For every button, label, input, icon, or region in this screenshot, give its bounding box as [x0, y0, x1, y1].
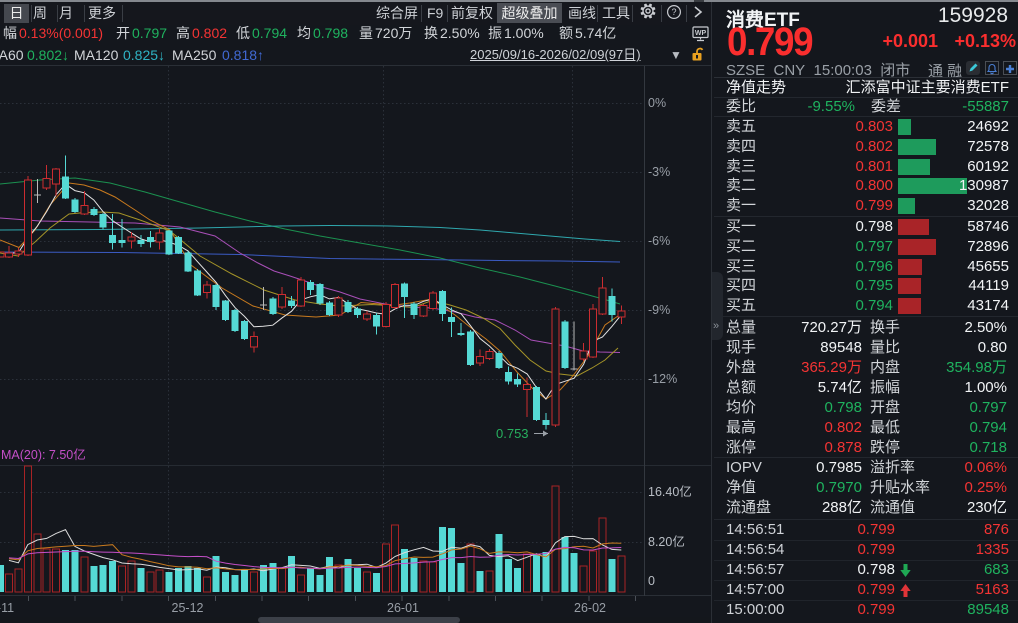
- svg-text:-6%: -6%: [648, 234, 670, 248]
- svg-text:8.20亿: 8.20亿: [648, 534, 685, 549]
- svg-text:16.40亿: 16.40亿: [648, 484, 692, 499]
- svg-text:25-11: 25-11: [0, 601, 14, 615]
- svg-text:?: ?: [671, 7, 676, 17]
- svg-text:25-12: 25-12: [172, 601, 204, 615]
- svg-text:-12%: -12%: [648, 372, 677, 386]
- svg-text:0%: 0%: [648, 96, 666, 110]
- svg-text:0: 0: [648, 574, 655, 588]
- svg-text:MA(20): 7.50亿: MA(20): 7.50亿: [1, 447, 86, 462]
- svg-text:WP: WP: [695, 30, 707, 37]
- svg-text:-9%: -9%: [648, 303, 670, 317]
- svg-text:-3%: -3%: [648, 165, 670, 179]
- svg-text:26-01: 26-01: [387, 601, 419, 615]
- svg-text:0.753: 0.753: [496, 426, 529, 441]
- svg-text:26-02: 26-02: [574, 601, 606, 615]
